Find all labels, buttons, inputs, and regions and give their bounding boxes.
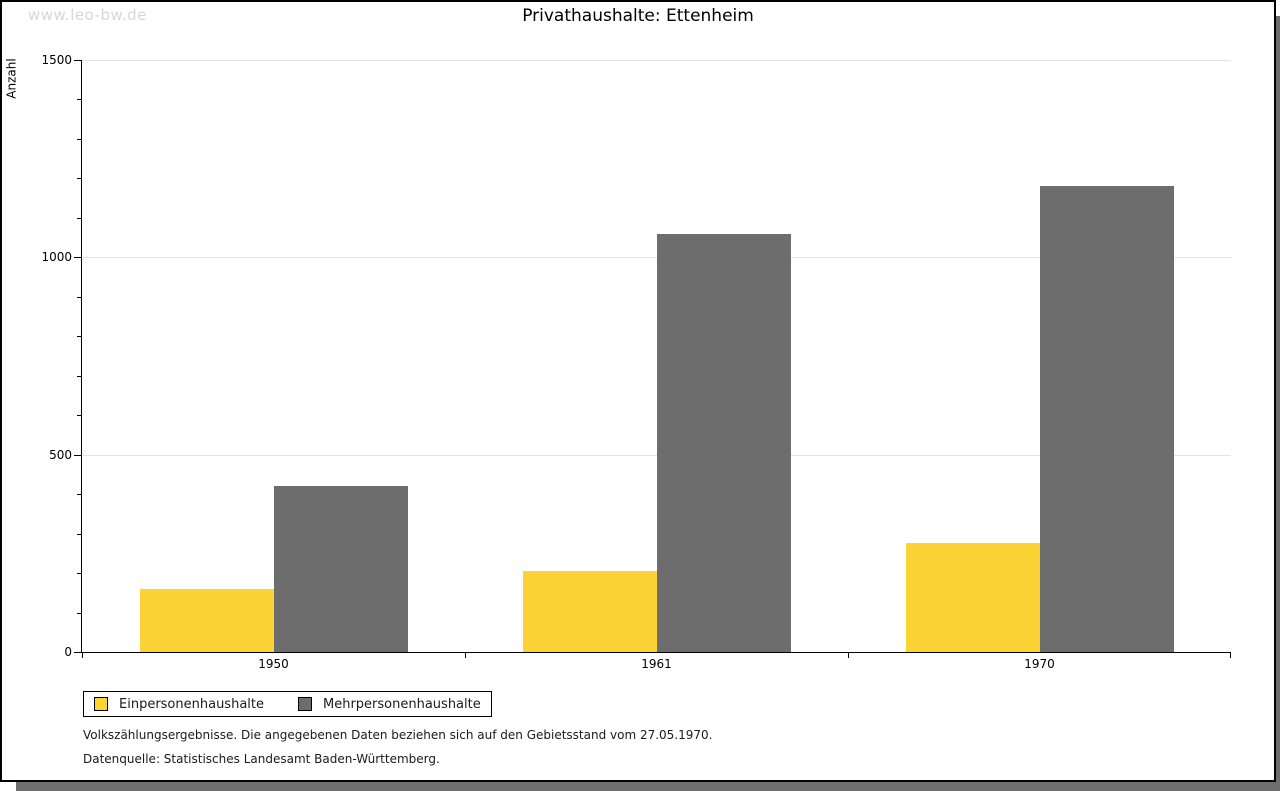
y-axis-minor-tick-300 [77, 533, 82, 535]
y-axis-minor-tick-700 [77, 375, 82, 377]
x-axis-label-1970: 1970 [1024, 657, 1055, 671]
y-axis-minor-tick-900 [77, 296, 82, 298]
y-axis-label: Anzahl [4, 58, 19, 99]
footnote-datenquelle: Datenquelle: Statistisches Landesamt Bad… [83, 752, 440, 766]
x-axis-label-1950: 1950 [258, 657, 289, 671]
y-axis-minor-tick-800 [77, 336, 82, 338]
x-axis-tick-1 [465, 652, 466, 658]
legend-item-einpersonenhaushalte: Einpersonenhaushalte [94, 697, 264, 712]
bar-mehrpersonenhaushalte-1950 [274, 486, 408, 652]
y-axis-tick-label-0: 0 [64, 645, 72, 659]
y-axis-tick-1000 [74, 257, 82, 259]
gridline-500 [82, 454, 1231, 456]
legend-label: Mehrpersonenhaushalte [323, 696, 481, 712]
legend-label: Einpersonenhaushalte [119, 696, 264, 712]
bar-einpersonenhaushalte-1961 [523, 571, 657, 652]
legend: Einpersonenhaushalte Mehrpersonenhaushalt… [83, 691, 492, 717]
legend-item-mehrpersonenhaushalte: Mehrpersonenhaushalte [298, 697, 481, 712]
legend-swatch-einpersonenhaushalte [94, 697, 108, 711]
y-axis-minor-tick-600 [77, 415, 82, 417]
y-axis-minor-tick-1200 [77, 178, 82, 180]
watermark: www.leo-bw.de [28, 6, 147, 24]
y-axis-tick-label-1000: 1000 [41, 250, 72, 265]
y-axis-minor-tick-1100 [77, 217, 82, 219]
y-axis-minor-tick-400 [77, 494, 82, 496]
y-axis-minor-tick-1300 [77, 138, 82, 140]
plot-area: 0 500 1000 1500 1950 1961 1970 [41, 53, 1231, 671]
y-axis-tick-0 [74, 652, 82, 653]
footnote-gebietsstand: Volkszählungsergebnisse. Die angegebenen… [83, 728, 713, 742]
y-axis-minor-tick-100 [77, 612, 82, 614]
y-axis-minor-tick-200 [77, 573, 82, 575]
bar-einpersonenhaushalte-1950 [140, 589, 274, 652]
bar-einpersonenhaushalte-1970 [906, 543, 1040, 652]
gridline-1000 [82, 257, 1231, 259]
y-axis-minor-tick-1400 [77, 99, 82, 101]
legend-swatch-mehrpersonenhaushalte [298, 697, 312, 711]
bar-mehrpersonenhaushalte-1961 [657, 234, 791, 652]
x-axis-tick-2 [848, 652, 849, 658]
x-axis-label-1961: 1961 [641, 657, 672, 671]
y-axis-tick-500 [74, 454, 82, 456]
y-axis-tick-1500 [74, 60, 82, 61]
page-title: Privathaushalte: Ettenheim [522, 6, 754, 26]
gridline-1500 [82, 60, 1231, 61]
x-axis-tick-3 [1230, 652, 1231, 658]
x-axis-tick-0 [82, 652, 83, 658]
y-axis-tick-label-1500: 1500 [41, 53, 72, 67]
y-axis-tick-label-500: 500 [49, 447, 72, 462]
bar-mehrpersonenhaushalte-1970 [1040, 186, 1174, 652]
